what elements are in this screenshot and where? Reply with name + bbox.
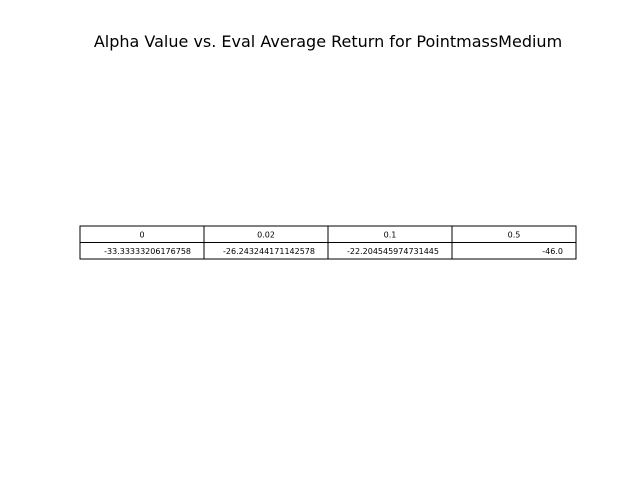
- column-header-0: 0: [139, 230, 144, 239]
- column-header-2: 0.1: [384, 230, 397, 239]
- column-header-1: 0.02: [257, 230, 275, 239]
- table-cell-0-0: -33.33333206176758: [104, 247, 191, 256]
- table-cell-0-1: -26.243244171142578: [223, 247, 315, 256]
- data-cell-0-3: [451, 242, 577, 260]
- table-cell-0-2: -22.204545974731445: [347, 247, 439, 256]
- table-cell-0-3: -46.0: [542, 247, 563, 256]
- chart-title: Alpha Value vs. Eval Average Return for …: [93, 32, 563, 51]
- column-header-3: 0.5: [508, 230, 521, 239]
